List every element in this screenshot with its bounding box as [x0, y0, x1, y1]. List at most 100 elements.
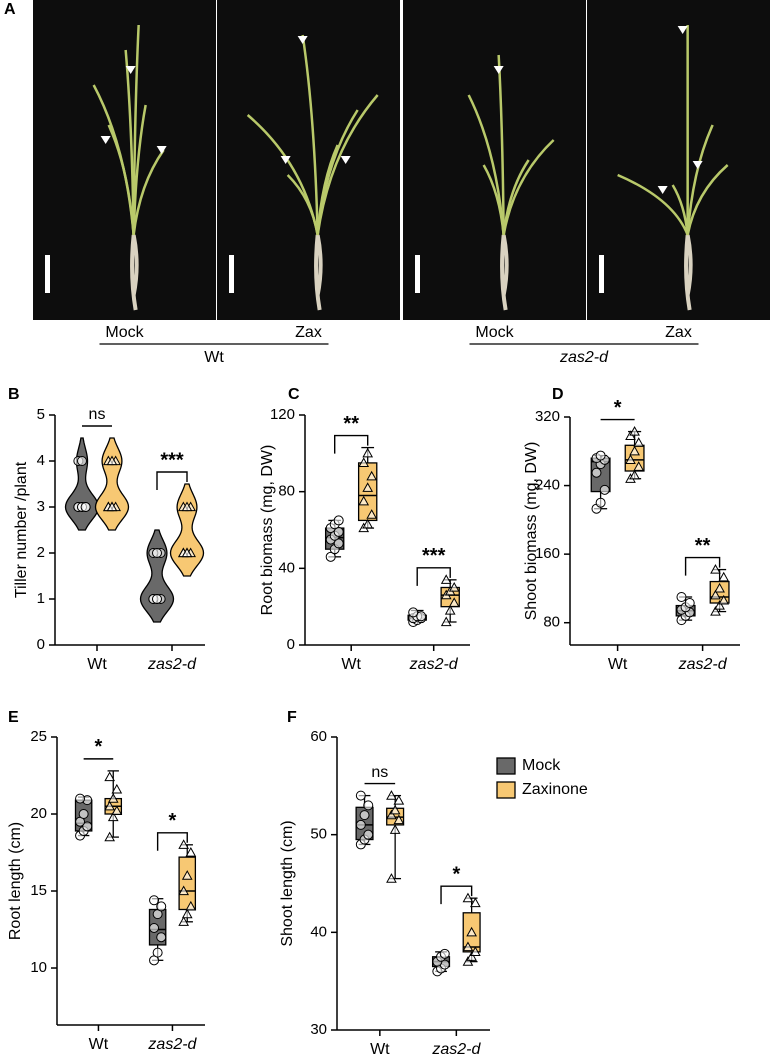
- data-point: [439, 948, 450, 959]
- y-tick-label: 25: [30, 728, 47, 745]
- root: [684, 234, 693, 311]
- data-point: [710, 589, 721, 600]
- data-point: [389, 824, 401, 834]
- data-point: [149, 895, 160, 906]
- y-tick-label: 10: [30, 959, 47, 976]
- data-point: [178, 916, 190, 926]
- leaf: [482, 164, 505, 236]
- y-tick-label: 2: [37, 544, 45, 561]
- data-point: [595, 497, 606, 508]
- data-point: [181, 547, 193, 558]
- data-point: [333, 515, 344, 526]
- data-point: [462, 892, 474, 903]
- significance-label: ns: [89, 406, 106, 423]
- data-point: [106, 501, 118, 512]
- data-point: [106, 455, 118, 466]
- data-point: [325, 551, 336, 562]
- y-tick-label: 1: [37, 590, 45, 607]
- data-point: [386, 790, 397, 800]
- significance-bracket: [684, 556, 721, 576]
- significance-label: *: [169, 810, 177, 832]
- data-point: [386, 873, 397, 883]
- arrowhead: [100, 136, 111, 144]
- arrowhead: [657, 186, 668, 194]
- data-point: [469, 897, 481, 908]
- y-tick-label: 0: [37, 636, 45, 653]
- leaf: [132, 104, 147, 236]
- data-point: [366, 470, 378, 481]
- significance-label: **: [343, 413, 359, 435]
- data-point: [714, 600, 725, 610]
- data-point: [448, 581, 460, 592]
- arrowhead: [493, 66, 504, 74]
- data-point: [156, 901, 167, 912]
- significance-label: ***: [160, 449, 184, 471]
- data-point: [466, 926, 477, 937]
- significance-bracket: [334, 434, 369, 454]
- x-tick-label: Wt: [341, 656, 361, 673]
- panel-letter: D: [552, 386, 564, 403]
- data-point: [444, 604, 456, 615]
- arrowhead: [692, 161, 703, 169]
- panel-letter: E: [8, 709, 19, 726]
- panel-letter: F: [287, 709, 297, 726]
- significance-bracket: [156, 471, 188, 490]
- data-point: [633, 461, 645, 471]
- group-label: zas2-d: [559, 349, 609, 366]
- scale-bar: [229, 255, 234, 293]
- data-point: [714, 582, 725, 593]
- arrowhead: [297, 36, 308, 44]
- y-tick-label: 20: [30, 805, 47, 822]
- scale-bar: [599, 255, 604, 293]
- arrowhead: [340, 156, 351, 164]
- arrowhead: [677, 26, 688, 34]
- data-point: [710, 606, 721, 616]
- y-tick-label: 5: [37, 406, 45, 423]
- root: [500, 234, 509, 311]
- data-point: [78, 809, 89, 820]
- data-point: [718, 571, 730, 582]
- photo: [587, 0, 770, 320]
- x-tick-label: zas2-d: [409, 656, 459, 673]
- data-point: [625, 454, 636, 464]
- root: [130, 234, 139, 311]
- photo: [403, 0, 586, 320]
- root: [314, 234, 323, 311]
- y-tick-label: 0: [287, 636, 295, 653]
- y-axis-label: Root length (cm): [7, 822, 24, 940]
- data-point: [440, 574, 452, 584]
- data-point: [599, 484, 610, 495]
- data-point: [75, 793, 86, 804]
- y-axis-label: Shoot length (cm): [279, 820, 296, 946]
- data-point: [333, 526, 344, 537]
- scale-bar: [415, 255, 420, 293]
- data-point: [366, 509, 378, 519]
- legend-swatch: [496, 757, 516, 775]
- data-point: [355, 790, 366, 801]
- data-point: [462, 941, 474, 952]
- leaf: [497, 54, 505, 236]
- data-point: [178, 839, 190, 849]
- x-tick-label: zas2-d: [678, 656, 728, 673]
- x-tick-label: zas2-d: [147, 656, 197, 673]
- y-tick-label: 40: [278, 559, 295, 576]
- leaf: [286, 174, 319, 236]
- box: [178, 856, 197, 911]
- significance-label: ***: [422, 545, 446, 567]
- data-point: [107, 811, 119, 822]
- scale-bar: [45, 255, 50, 293]
- data-point: [152, 594, 162, 604]
- data-point: [629, 445, 640, 456]
- data-point: [358, 457, 370, 468]
- data-point: [718, 594, 730, 605]
- y-tick-label: 15: [30, 882, 47, 899]
- data-point: [178, 885, 190, 896]
- violin: [94, 437, 130, 531]
- data-point: [684, 598, 695, 608]
- data-point: [416, 611, 427, 622]
- data-point: [629, 426, 640, 436]
- data-point: [156, 932, 167, 943]
- leaf: [671, 184, 689, 236]
- data-point: [386, 809, 397, 820]
- significance-bracket: [156, 832, 188, 851]
